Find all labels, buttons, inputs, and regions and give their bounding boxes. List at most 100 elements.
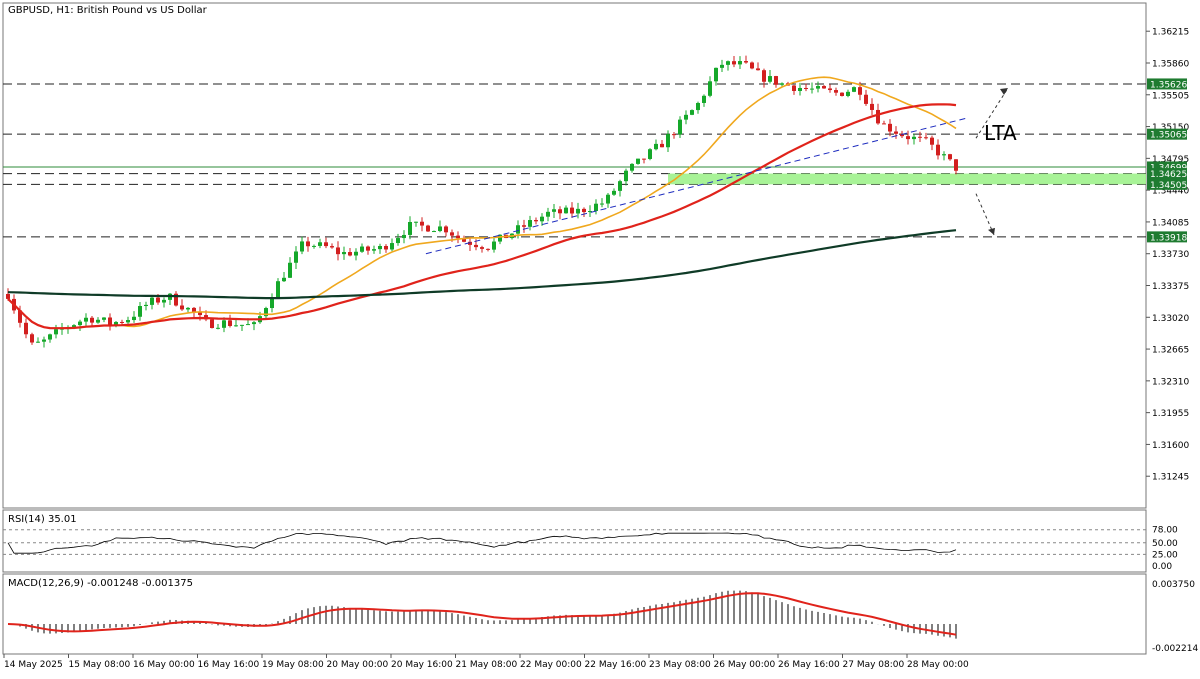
candle-body <box>876 109 880 124</box>
macd-tick-label: 0.003750 <box>1152 580 1195 590</box>
candle-body <box>672 134 676 136</box>
candle-body <box>462 238 466 242</box>
time-axis: 14 May 2025 15 May 08:00 16 May 00:00 16 Ma… <box>3 654 969 670</box>
candle-body <box>606 194 610 204</box>
candle-body <box>222 320 226 328</box>
time-tick-label: 28 May 00:00 <box>907 660 969 670</box>
candle-body <box>948 154 952 160</box>
level-label: 1.34505 <box>1150 181 1187 191</box>
candle-body <box>924 137 928 139</box>
candle-body <box>690 110 694 115</box>
candle-body <box>528 220 532 227</box>
candle-body <box>402 234 406 239</box>
candle-body <box>144 304 148 307</box>
candle-body <box>852 87 856 92</box>
candle-body <box>492 241 496 250</box>
candle-body <box>882 123 886 125</box>
candle-body <box>816 86 820 89</box>
sma-200-line <box>7 229 957 300</box>
candle-body <box>120 321 124 323</box>
level-label-bg <box>1147 128 1187 140</box>
candle-body <box>618 181 622 191</box>
moving-averages <box>7 76 957 330</box>
candle-body <box>540 216 544 222</box>
candle-body <box>246 324 250 326</box>
candle-body <box>840 92 844 96</box>
candle-body <box>288 262 292 278</box>
candle-body <box>216 327 220 329</box>
price-tick-label: 1.32665 <box>1152 346 1189 356</box>
candle-body <box>306 241 310 247</box>
candle-body <box>732 61 736 65</box>
price-tick-label: 1.33020 <box>1152 314 1189 324</box>
arrow-down-right <box>975 193 995 236</box>
candle-body <box>762 70 766 82</box>
candle-body <box>270 298 274 309</box>
candle-body <box>864 94 868 104</box>
rsi-tick-label: 25.00 <box>1152 550 1178 560</box>
candle-body <box>660 143 664 148</box>
candle-body <box>300 241 304 252</box>
candle-body <box>24 322 28 335</box>
price-tick-label: 1.35860 <box>1152 59 1189 69</box>
time-tick-label: 19 May 08:00 <box>262 660 324 670</box>
candle-body <box>648 149 652 159</box>
level-label-bg <box>1147 168 1187 180</box>
macd-label: MACD(12,26,9) -0.001248 -0.001375 <box>8 578 193 589</box>
candle-body <box>630 163 634 171</box>
candle-body <box>780 83 784 85</box>
candle-body <box>468 241 472 245</box>
candle-body <box>900 133 904 137</box>
time-tick-label: 16 May 16:00 <box>198 660 260 670</box>
candle-body <box>150 297 154 305</box>
price-tick-label: 1.33375 <box>1152 282 1189 292</box>
time-tick-label: 15 May 08:00 <box>69 660 131 670</box>
candle-body <box>936 144 940 156</box>
candle-body <box>72 325 76 328</box>
macd-tick-label: -0.002214 <box>1152 644 1198 654</box>
candle-body <box>804 87 808 89</box>
candle-body <box>174 293 178 306</box>
candle-body <box>390 243 394 250</box>
price-tick-label: 1.33730 <box>1152 250 1189 260</box>
candle-body <box>942 154 946 156</box>
candle-body <box>624 170 628 182</box>
candle-body <box>798 87 802 91</box>
level-labels: 1.356261.350651.346991.346251.345051.339… <box>1147 78 1187 243</box>
rsi-panel-frame <box>2 509 1147 573</box>
candle-body <box>486 248 490 250</box>
time-tick-label: 16 May 00:00 <box>133 660 195 670</box>
candle-body <box>438 226 442 232</box>
candle-body <box>450 232 454 236</box>
candle-body <box>846 91 850 96</box>
candle-body <box>582 208 586 213</box>
sma-20-line <box>7 76 957 330</box>
rsi-tick-label: 50.00 <box>1152 539 1178 549</box>
candle-body <box>234 325 238 327</box>
level-label: 1.33918 <box>1150 233 1187 243</box>
annotations: LTA <box>975 87 1017 236</box>
level-label-bg <box>1147 161 1187 173</box>
price-axis: 1.36215 1.35860 1.35505 1.35150 1.34795 1.344… <box>1146 28 1189 483</box>
candle-body <box>138 306 142 317</box>
candle-body <box>918 136 922 138</box>
candle-body <box>750 62 754 69</box>
rsi-label: RSI(14) 35.01 <box>8 514 77 525</box>
time-tick-label: 27 May 08:00 <box>843 660 905 670</box>
candle-body <box>414 221 418 223</box>
candle-body <box>912 136 916 140</box>
candle-body <box>186 307 190 310</box>
arrow-up-right <box>975 87 1009 139</box>
macd-panel-frame <box>2 573 1147 655</box>
price-tick-label: 1.34085 <box>1152 218 1189 228</box>
candles <box>6 55 958 348</box>
price-tick-label: 1.31955 <box>1152 409 1189 419</box>
price-tick-label: 1.31245 <box>1152 473 1189 483</box>
candle-body <box>84 317 88 322</box>
level-label-bg <box>1147 231 1187 243</box>
candle-body <box>162 299 166 303</box>
arrow-down-right-head <box>988 227 995 235</box>
time-tick-label: 20 May 16:00 <box>391 660 453 670</box>
